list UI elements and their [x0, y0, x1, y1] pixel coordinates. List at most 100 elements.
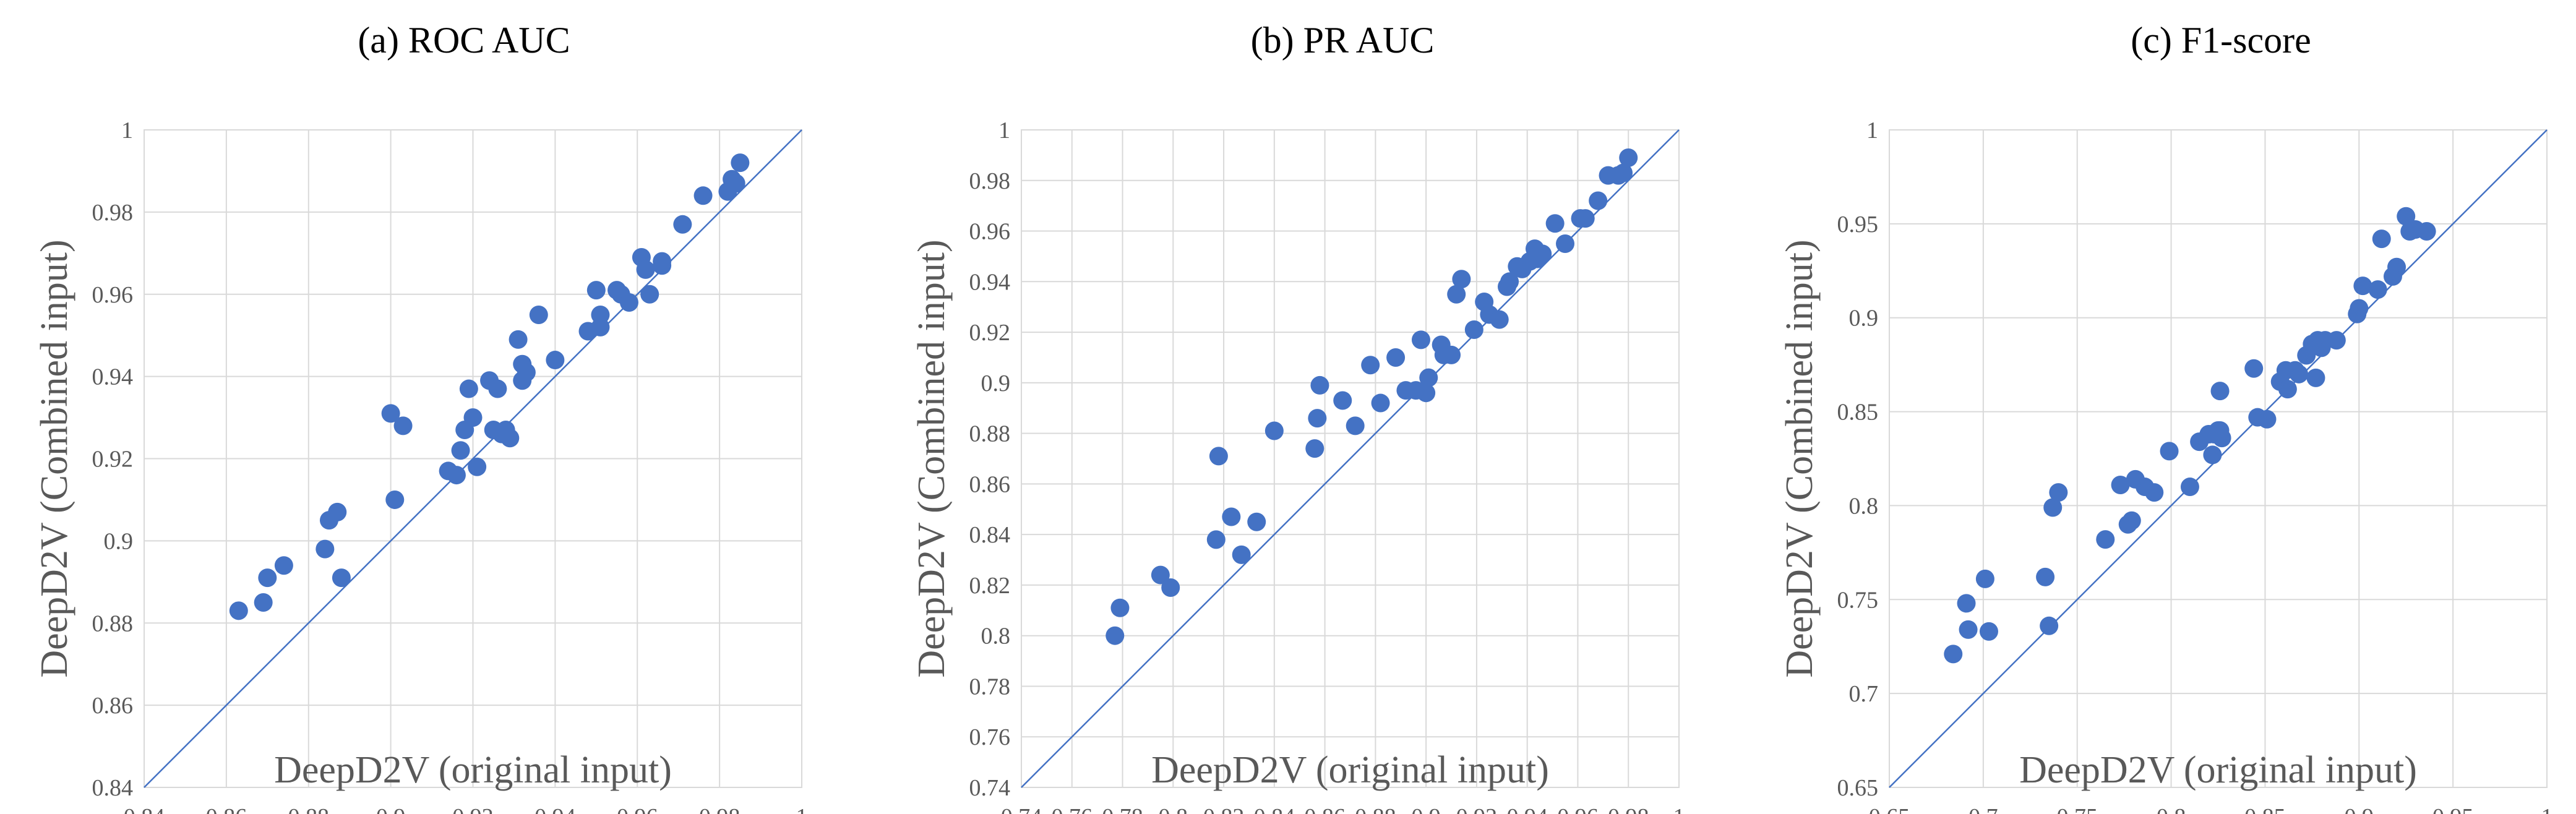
x-axis-label: DeepD2V (original input) — [274, 749, 672, 791]
data-point — [1500, 272, 1519, 291]
x-axis-label: DeepD2V (original input) — [1151, 749, 1549, 791]
data-point — [1209, 447, 1228, 466]
y-tick-label: 0.86 — [969, 471, 1011, 497]
x-tick-label: 0.74 — [1001, 804, 1042, 814]
data-point — [2278, 380, 2297, 399]
data-point — [385, 490, 405, 509]
x-tick-label: 0.92 — [1456, 804, 1498, 814]
data-point — [447, 466, 466, 485]
data-point — [2353, 276, 2372, 296]
data-point — [693, 186, 713, 205]
data-point — [2145, 483, 2164, 502]
data-point — [381, 404, 400, 423]
y-tick-label: 0.88 — [969, 421, 1011, 447]
x-tick-label: 0.8 — [1159, 804, 1188, 814]
x-tick-label: 0.82 — [1203, 804, 1245, 814]
y-tick-label: 0.92 — [969, 320, 1011, 346]
y-tick-label: 0.92 — [92, 447, 134, 473]
data-point — [2212, 429, 2231, 448]
y-tick-label: 1 — [1866, 118, 1878, 144]
x-tick-label: 0.92 — [452, 804, 494, 814]
data-point — [2036, 567, 2055, 586]
data-point — [1442, 345, 1461, 364]
y-tick-label: 0.75 — [1837, 587, 1879, 613]
x-tick-label: 0.96 — [1557, 804, 1599, 814]
y-tick-label: 0.94 — [92, 364, 134, 390]
plot-frame — [1021, 129, 1680, 788]
data-point — [2049, 483, 2068, 502]
y-tick-label: 0.7 — [1849, 681, 1879, 707]
data-point — [2327, 331, 2346, 350]
data-point — [1452, 270, 1471, 289]
y-axis-label: DeepD2V (Combined input) — [33, 239, 75, 677]
data-point — [1490, 310, 1509, 329]
data-point — [488, 379, 507, 398]
data-point — [1576, 209, 1595, 228]
y-tick-label: 1 — [998, 118, 1010, 144]
data-point — [1944, 645, 1963, 664]
x-tick-label: 0.95 — [2432, 804, 2474, 814]
data-point — [328, 502, 347, 521]
x-tick-label: 0.9 — [1411, 804, 1441, 814]
data-point — [1106, 626, 1125, 645]
y-tick-label: 0.9 — [981, 371, 1011, 396]
data-point — [529, 305, 548, 324]
data-point — [1264, 421, 1284, 440]
y-tick-label: 0.94 — [969, 269, 1011, 295]
y-tick-label: 0.8 — [981, 623, 1011, 649]
y-axis-label: DeepD2V (Combined input) — [1779, 239, 1821, 677]
y-tick-label: 0.65 — [1837, 775, 1879, 801]
data-point — [509, 330, 528, 349]
x-tick-label: 1 — [1673, 804, 1685, 814]
data-point — [1975, 569, 1994, 588]
data-point — [2387, 257, 2406, 276]
x-tick-label: 0.86 — [1304, 804, 1346, 814]
data-point — [1959, 620, 1978, 639]
data-point — [1545, 214, 1565, 233]
data-point — [316, 539, 335, 559]
y-tick-label: 0.78 — [969, 674, 1011, 700]
x-tick-label: 0.98 — [1608, 804, 1649, 814]
data-point — [2111, 476, 2130, 495]
y-tick-label: 0.8 — [1849, 493, 1879, 519]
chart-panel-1: (a) ROC AUC 0.84 0.86 0.88 0.9 0.92 0.94 0.96 0.… — [33, 20, 808, 814]
data-point — [2306, 368, 2325, 387]
x-tick-label: 0.7 — [1968, 804, 1998, 814]
data-point — [619, 293, 638, 312]
data-point — [1464, 320, 1483, 339]
data-point — [1110, 598, 1130, 617]
data-point — [1310, 375, 1329, 395]
chart-panel-3: (c) F1-score 0.65 0.7 0.75 0.8 0.85 0.9 0.95 1 0.… — [1779, 20, 2553, 814]
data-point — [258, 568, 277, 588]
x-tick-label: 0.94 — [535, 804, 576, 814]
data-point — [1556, 234, 1575, 253]
reference-line — [1021, 129, 1680, 788]
x-tick-label: 1 — [796, 804, 808, 814]
data-point — [2244, 359, 2264, 378]
data-point — [2397, 207, 2416, 226]
data-point — [2160, 442, 2179, 461]
x-tick-label: 0.9 — [2345, 804, 2374, 814]
y-tick-label: 0.98 — [969, 168, 1011, 194]
data-point — [500, 429, 520, 448]
chart-panel-2: (b) PR AUC 0.74 0.76 0.78 0.8 0.82 0.84 0.86 0.8… — [911, 20, 1685, 814]
y-tick-label: 1 — [121, 118, 133, 144]
y-tick-label: 0.86 — [92, 693, 134, 719]
data-point — [2350, 299, 2369, 318]
data-point — [591, 317, 610, 336]
data-point — [1361, 356, 1380, 375]
data-point — [2368, 280, 2387, 299]
data-point — [1614, 163, 1633, 182]
plot-frame — [144, 129, 802, 788]
data-point — [1308, 409, 1327, 428]
y-tick-label: 0.88 — [92, 610, 134, 636]
data-point — [1305, 439, 1324, 458]
data-point — [2210, 382, 2230, 401]
data-point — [1979, 622, 1998, 641]
x-axis-label: DeepD2V (original input) — [2019, 749, 2417, 791]
x-tick-label: 0.86 — [206, 804, 247, 814]
data-point — [468, 457, 487, 476]
data-point — [463, 408, 483, 427]
y-tick-label: 0.85 — [1837, 400, 1879, 426]
y-tick-label: 0.95 — [1837, 212, 1879, 238]
